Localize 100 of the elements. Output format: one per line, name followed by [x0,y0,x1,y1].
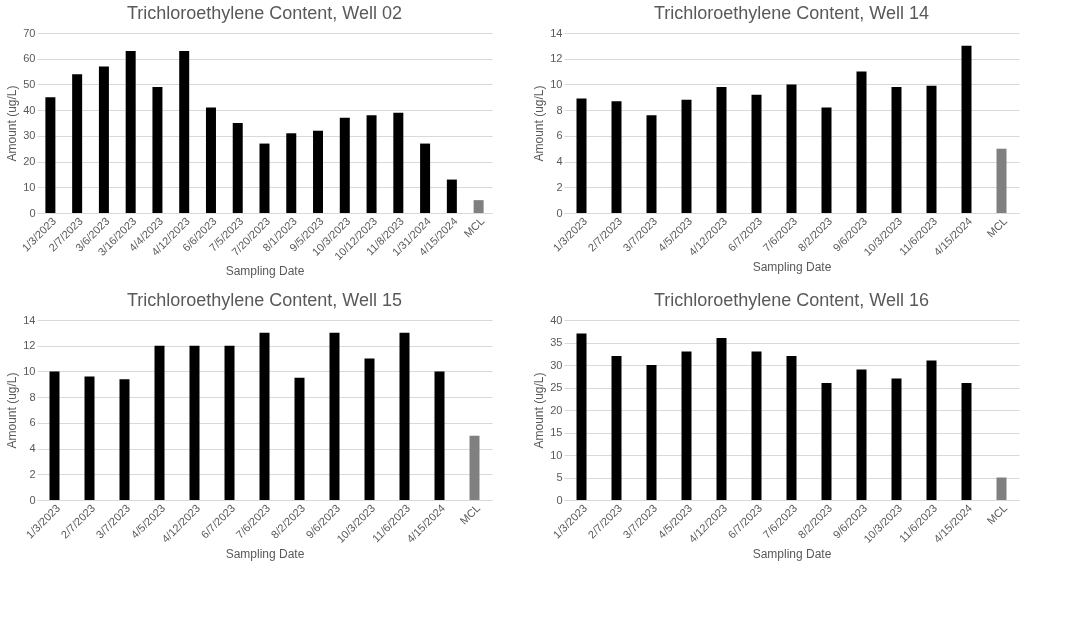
bar [576,98,587,213]
bar [232,123,243,213]
bar [926,360,937,500]
bar [72,74,83,213]
y-tick-label: 0 [29,493,36,506]
y-tick-label: 12 [550,52,563,65]
bar [996,477,1007,500]
bar [611,356,622,500]
bar [294,377,305,500]
bar [856,71,867,213]
y-tick-label: 6 [556,129,563,142]
bar [891,378,902,500]
bar [961,383,972,500]
bar [154,345,165,500]
x-axis-title: Sampling Date [752,259,832,274]
bar [751,351,762,500]
bar [786,356,797,500]
bar [393,112,404,213]
y-tick-label: 60 [23,52,36,65]
bar [681,351,692,500]
bar [205,107,216,213]
bar [364,358,375,500]
x-axis-title: Sampling Date [225,546,305,561]
bar [856,369,867,500]
bar [152,87,163,213]
y-tick-label: 70 [23,26,36,39]
chart-title: Trichloroethylene Content, Well 15 [126,290,403,310]
y-tick-label: 10 [550,448,563,461]
bar [119,379,130,500]
y-tick-label: 14 [23,313,36,326]
y-tick-label: 15 [550,426,563,438]
y-axis-title: Amount (ug/L) [5,372,20,449]
y-tick-label: 2 [29,467,36,480]
bar [611,101,622,213]
chart-title: Trichloroethylene Content, Well 02 [126,3,403,23]
bar [996,148,1007,213]
x-axis-title: Sampling Date [752,546,832,561]
bar [179,51,190,213]
bar [469,435,480,500]
y-tick-label: 0 [29,206,36,219]
y-tick-label: 25 [550,381,563,393]
y-axis-title: Amount (ug/L) [532,372,547,449]
bar [45,97,56,213]
y-tick-label: 8 [29,390,36,403]
bar [446,179,457,213]
y-tick-label: 12 [23,339,36,352]
y-tick-label: 30 [550,358,563,371]
bar [286,133,297,213]
bar [259,332,270,500]
bar [716,87,727,213]
bar [576,333,587,500]
y-tick-label: 0 [556,493,563,506]
bar [786,84,797,213]
bar [681,99,692,213]
bar [224,345,235,500]
y-tick-label: 4 [29,442,36,455]
y-tick-label: 0 [556,206,563,219]
y-tick-label: 40 [550,313,563,326]
y-tick-label: 10 [23,180,36,193]
bar [399,332,410,500]
bar [434,371,445,500]
bar [891,87,902,213]
bar [313,130,324,213]
bar [716,338,727,500]
y-tick-label: 14 [550,26,563,39]
y-tick-label: 10 [23,364,36,377]
y-tick-label: 30 [23,129,36,142]
bar [751,94,762,213]
y-tick-label: 4 [556,155,563,168]
y-axis-title: Amount (ug/L) [5,85,20,162]
bar [473,200,484,213]
bar [821,107,832,213]
y-tick-label: 50 [23,77,36,90]
chart-title: Trichloroethylene Content, Well 14 [653,3,930,23]
bar [125,51,136,213]
bar [98,66,109,213]
y-tick-label: 35 [550,336,563,348]
y-axis-title: Amount (ug/L) [532,85,547,162]
bar [821,383,832,500]
bar [646,115,657,213]
bar [961,45,972,213]
y-tick-label: 2 [556,180,563,193]
bar [189,345,200,500]
bar [420,143,431,213]
bar [339,117,350,213]
x-axis-title: Sampling Date [225,264,305,279]
bar [259,143,270,213]
y-tick-label: 5 [556,471,563,483]
chart-title: Trichloroethylene Content, Well 16 [653,290,930,310]
bar [926,85,937,213]
bar [329,332,340,500]
bar [49,371,60,500]
y-tick-label: 20 [550,403,563,416]
bar [84,376,95,500]
y-tick-label: 6 [29,416,36,429]
bar [366,115,377,213]
y-tick-label: 8 [556,103,563,116]
y-tick-label: 20 [23,155,36,168]
bar [646,365,657,500]
y-tick-label: 10 [550,77,563,90]
